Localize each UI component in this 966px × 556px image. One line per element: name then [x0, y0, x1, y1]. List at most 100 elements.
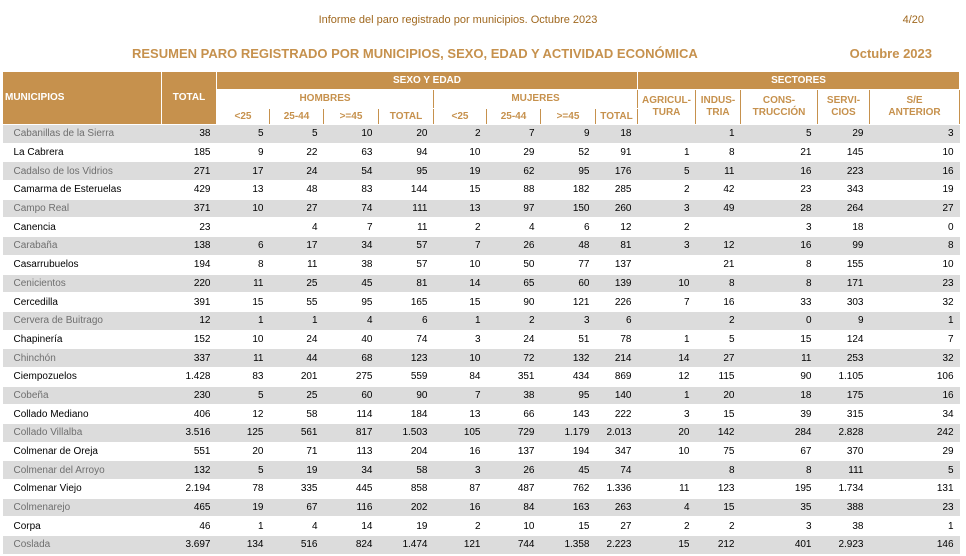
table-cell: 729 — [486, 423, 541, 443]
table-cell: 57 — [378, 236, 434, 256]
table-cell: 46 — [161, 516, 217, 537]
table-cell: 226 — [595, 292, 638, 312]
table-row: Collado Mediano 406 12 58 114 184 13 66 143 222 3 1… — [2, 404, 960, 424]
table-row: Corpa 46 1 4 14 19 2 10 15 27 2 2 3 38 1 — [2, 516, 960, 537]
table-cell: 25 — [269, 386, 324, 406]
table-cell: 21 — [740, 143, 818, 163]
table-cell: 559 — [378, 367, 434, 387]
table-cell: 15 — [216, 292, 270, 312]
table-cell: 23 — [740, 180, 818, 200]
page-number: 4/20 — [902, 14, 924, 26]
table-cell: 11 — [269, 255, 324, 275]
table-cell: 1.734 — [817, 479, 870, 499]
table-cell: 19 — [869, 180, 960, 200]
table-cell: 116 — [323, 498, 379, 518]
table-header: MUNICIPIOS TOTAL SEXO Y EDAD SECTORES HO… — [2, 71, 961, 125]
table-cell: 84 — [486, 498, 541, 518]
table-cell: 134 — [216, 535, 270, 555]
table-cell: 0 — [740, 311, 818, 331]
table-cell: 10 — [216, 199, 270, 219]
table-cell: 8 — [216, 255, 270, 275]
table-cell: 78 — [595, 330, 638, 350]
table-cell: 7 — [486, 124, 541, 144]
table-cell: 335 — [269, 479, 324, 499]
table-cell: 138 — [161, 236, 217, 256]
table-cell: 1 — [216, 516, 270, 537]
table-cell: 1 — [637, 330, 696, 350]
table-cell: 16 — [433, 442, 487, 462]
table-cell: 3 — [433, 460, 487, 481]
table-cell: 27 — [869, 199, 960, 219]
table-cell: 143 — [540, 404, 596, 424]
subgroup-mujeres: MUJERES — [433, 89, 638, 109]
table-cell: 185 — [161, 143, 217, 163]
table-cell: 7 — [637, 292, 696, 312]
table-cell: 19 — [433, 161, 487, 182]
table-cell: 38 — [161, 124, 217, 144]
table-row: Ciempozuelos 1.428 83 201 275 559 84 351 434 869 1… — [2, 367, 960, 387]
col-servicios: SERVI- CIOS — [817, 89, 870, 125]
table-cell: 337 — [161, 348, 217, 368]
table-cell: 4 — [269, 516, 324, 537]
table-cell: 10 — [433, 348, 487, 368]
table-cell: 194 — [540, 442, 596, 462]
table-cell: 370 — [817, 442, 870, 462]
table-cell: 63 — [323, 143, 379, 163]
table-cell: 32 — [869, 292, 960, 312]
table-cell: 125 — [216, 423, 270, 443]
table-cell: 95 — [378, 161, 434, 182]
table-cell: 163 — [540, 498, 596, 518]
table-cell: 1 — [869, 311, 960, 331]
group-sexo-edad: SEXO Y EDAD — [216, 71, 638, 90]
table-cell: 4 — [323, 311, 379, 331]
table-cell: 137 — [595, 255, 638, 275]
table-cell: 144 — [378, 180, 434, 200]
table-cell: 20 — [216, 442, 270, 462]
table-cell: 90 — [378, 386, 434, 406]
municipio-name: Corpa — [2, 516, 162, 537]
municipio-name: Chinchón — [2, 348, 162, 368]
table-cell: 12 — [637, 367, 696, 387]
table-cell: 2 — [695, 516, 741, 537]
table-cell: 54 — [323, 161, 379, 182]
table-cell: 1.179 — [540, 423, 596, 443]
table-cell: 817 — [323, 423, 379, 443]
table-cell: 29 — [869, 442, 960, 462]
table-cell: 132 — [161, 460, 217, 481]
table-cell: 145 — [817, 143, 870, 163]
col-sin-empleo-anterior: S/E ANTERIOR — [868, 89, 961, 125]
table-cell: 60 — [323, 386, 379, 406]
col-municipios: MUNICIPIOS — [2, 71, 162, 125]
table-cell: 1 — [269, 311, 324, 331]
table-row: Cabanillas de la Sierra 38 5 5 10 20 2 7 9 18 1 5 29… — [2, 124, 960, 144]
table-cell: 214 — [595, 348, 638, 368]
table-cell: 5 — [695, 330, 741, 350]
table-cell: 94 — [378, 143, 434, 163]
table-cell: 434 — [540, 367, 596, 387]
table-cell: 8 — [695, 460, 741, 481]
table-cell: 7 — [323, 217, 379, 238]
table-cell: 29 — [817, 124, 870, 144]
report-title: Informe del paro registrado por municipi… — [318, 14, 598, 26]
table-cell: 29 — [486, 143, 541, 163]
table-cell: 45 — [323, 274, 379, 294]
table-cell: 7 — [433, 236, 487, 256]
table-cell: 48 — [269, 180, 324, 200]
table-cell: 11 — [637, 479, 696, 499]
municipio-name: Cenicientos — [2, 274, 162, 294]
table-cell: 6 — [540, 217, 596, 238]
table-cell: 8 — [869, 236, 960, 256]
table-cell: 7 — [433, 386, 487, 406]
table-cell — [637, 255, 696, 275]
table-cell: 2 — [695, 311, 741, 331]
table-cell: 1.503 — [378, 423, 434, 443]
table-cell: 2.194 — [161, 479, 217, 499]
col-total: TOTAL — [161, 71, 217, 125]
table-cell: 223 — [817, 161, 870, 182]
table-cell: 18 — [817, 217, 870, 238]
table-cell: 90 — [486, 292, 541, 312]
table-cell: 38 — [486, 386, 541, 406]
table-cell: 24 — [269, 161, 324, 182]
table-cell: 858 — [378, 479, 434, 499]
table-cell: 347 — [595, 442, 638, 462]
